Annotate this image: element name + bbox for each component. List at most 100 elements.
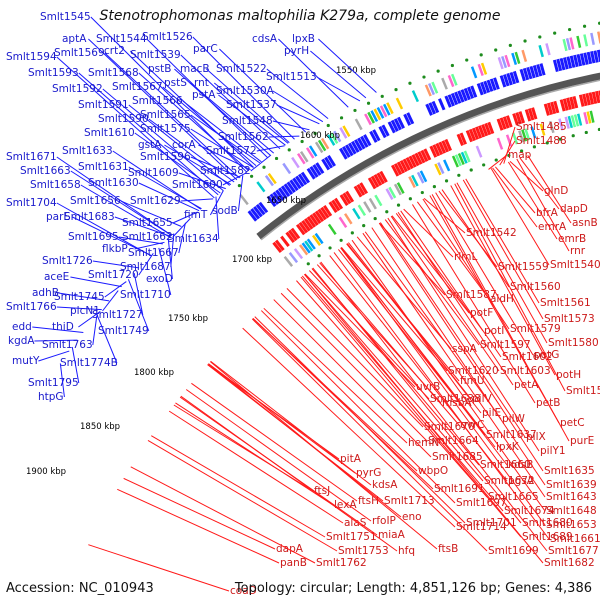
cog-feature-mark [567,115,574,129]
reverse-gene-mark [474,126,483,139]
cog-feature-mark [518,130,525,143]
forward-label-leader [170,233,175,268]
cog-feature-mark [393,183,402,196]
forward-gene-label: Smlt1667 [128,247,179,259]
cog-dot [482,163,486,167]
kbp-tick-label: 1700 kbp [232,255,272,265]
reverse-gene-label: Smlt1639 [546,479,597,491]
reverse-gene-mark [550,101,557,115]
forward-gene-mark [536,64,543,77]
cog-dot [420,190,424,195]
cog-dot [350,231,354,235]
forward-gene-mark [278,187,288,199]
reverse-gene-label: Smlt1665 [488,491,539,503]
reverse-gene-mark [515,112,522,125]
forward-gene-mark [447,94,455,107]
cog-dot [408,197,412,201]
forward-gene-mark [315,162,325,175]
reverse-gene-mark [432,144,441,157]
forward-gene-mark [255,203,266,216]
cog-dot [523,39,527,43]
forward-gene-mark [321,158,331,171]
forward-gene-label: Smlt1745 [54,291,105,303]
reverse-gene-mark [546,102,554,115]
forward-gene-label: Smlt1656 [70,195,121,207]
reverse-gene-label: dapD [560,203,588,215]
cog-feature-mark [330,132,339,145]
forward-gene-mark [286,181,296,194]
reverse-gene-mark [569,96,576,110]
cog-feature-mark [376,106,385,119]
forward-gene-mark [539,63,546,76]
forward-gene-mark [590,51,596,64]
forward-label-leader [172,211,198,224]
reverse-gene-mark [359,182,369,195]
forward-gene-label: kgdA [8,335,35,347]
kbp-tick-label: 1650 kbp [266,196,306,206]
forward-gene-mark [369,130,378,143]
reverse-label-leader [340,247,508,466]
forward-label-leader [162,86,257,166]
cog-feature-mark [370,110,379,122]
reverse-label-leader [438,190,498,268]
reverse-gene-mark [572,95,579,109]
cog-feature-mark [424,84,432,97]
reverse-label-leader [242,327,456,528]
forward-gene-label: plcN1 [70,305,100,317]
reverse-gene-mark [345,190,355,203]
forward-gene-label: Smlt1593 [28,67,79,79]
forward-gene-label: macB [180,63,210,75]
forward-label-leader [164,144,232,186]
cog-feature-mark [457,152,465,165]
forward-label-leader [272,90,324,123]
forward-gene-mark [583,52,589,65]
forward-label-leader [134,241,165,250]
reverse-label-leader [286,288,424,428]
reverse-gene-mark [331,199,341,212]
cog-dot [380,94,384,98]
forward-gene-mark [593,50,599,63]
reverse-label-leader [168,410,344,524]
forward-label-leader [71,346,80,384]
forward-label-leader [102,290,119,312]
reverse-gene-label: Smlt1691 [434,483,485,495]
cog-feature-mark [470,66,478,79]
reverse-gene-label: Smlt1682 [544,557,595,569]
reverse-label-leader [412,204,536,404]
forward-gene-mark [306,167,316,180]
forward-gene-mark [526,66,533,80]
forward-gene-mark [499,75,507,88]
forward-gene-label: Smlt1596 [140,151,191,163]
cog-feature-mark [511,52,518,65]
forward-label-leader [56,202,152,257]
forward-gene-mark [529,65,536,79]
reverse-gene-label: hemN [408,437,439,449]
reverse-gene-mark [390,164,400,177]
cog-feature-mark [305,147,315,159]
cog-dot [582,24,587,28]
forward-label-leader [128,104,230,186]
cog-feature-mark [408,176,416,188]
forward-gene-label: Smlt1575 [140,123,191,135]
cog-dot [250,174,254,178]
reverse-label-leader [379,222,446,296]
reverse-gene-label: Smlt1602 [502,351,553,363]
cog-dot [432,184,436,189]
reverse-label-leader [416,201,490,300]
reverse-gene-label: coaD [230,585,257,597]
cog-feature-mark [364,113,372,126]
cog-feature-mark [521,49,528,62]
cog-feature-mark [338,216,348,228]
cog-feature-mark [583,112,589,125]
reverse-label-leader [450,185,556,376]
reverse-gene-mark [505,115,513,128]
forward-gene-mark [483,80,491,94]
forward-label-leader [172,217,191,238]
reverse-gene-mark [499,117,507,130]
forward-gene-label: Smlt1582 [200,165,251,177]
forward-gene-label: Smlt1658 [30,179,81,191]
reverse-gene-label: purE [570,435,594,447]
forward-label-leader [34,339,78,342]
reverse-gene-mark [484,122,492,136]
forward-gene-mark [378,126,387,139]
